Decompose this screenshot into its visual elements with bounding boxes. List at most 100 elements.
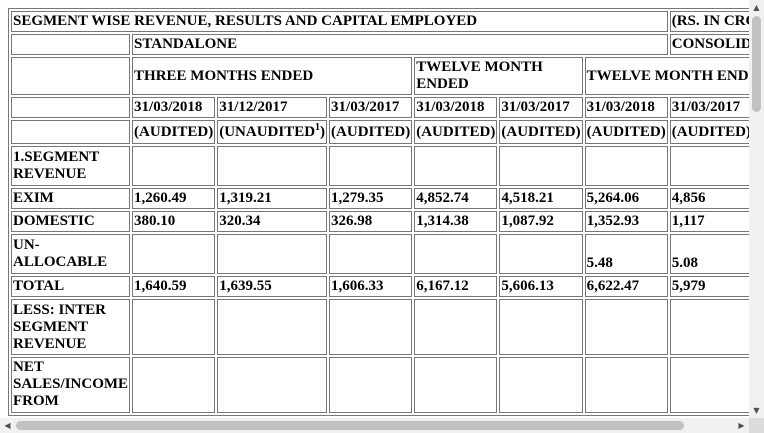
audit-status-cell: (AUDITED) — [584, 120, 668, 144]
audit-status-tail: ) — [320, 123, 326, 140]
date-header-cell: 31/03/2018 — [414, 97, 498, 118]
audit-status-text: (UNAUDITED — [219, 123, 316, 140]
value-cell: 4,856 — [669, 188, 749, 209]
value-cell — [584, 299, 668, 355]
date-header-cell: 31/03/2017 — [499, 97, 583, 118]
audit-status-cell: (UNAUDITED1) — [217, 120, 328, 144]
value-cell — [584, 357, 668, 413]
value-cell — [414, 299, 498, 355]
value-cell — [329, 357, 413, 413]
table-row: NET SALES/INCOME FROM — [11, 357, 749, 413]
status-row: (AUDITED) (UNAUDITED1) (AUDITED) (AUDITED)(… — [11, 120, 749, 144]
value-cell — [669, 299, 749, 355]
value-cell — [499, 357, 583, 413]
value-cell — [132, 234, 216, 274]
value-cell: 5,264.06 — [584, 188, 668, 209]
table-row: EXIM 1,260.49 1,319.21 1,279.35 4,852.74 4,51… — [11, 188, 749, 209]
row-label: EXIM — [11, 188, 131, 209]
empty-cell — [11, 120, 131, 144]
audit-status-cell: (AUDITED) — [329, 120, 413, 144]
value-cell — [414, 357, 498, 413]
value-cell — [414, 146, 498, 186]
empty-cell — [11, 57, 131, 95]
document-viewport: SEGMENT WISE REVENUE, RESULTS AND CAPITA… — [8, 8, 749, 416]
horizontal-scroll-thumb[interactable] — [16, 421, 684, 430]
standalone-header: STANDALONE — [132, 34, 668, 55]
date-header-cell: 31/12/2017 — [217, 97, 328, 118]
value-cell — [414, 234, 498, 274]
date-header-cell: 31/03/2017 — [669, 97, 749, 118]
vertical-scrollbar[interactable]: ▲ ▼ — [749, 0, 764, 418]
table-row: LESS: INTER SEGMENT REVENUE — [11, 299, 749, 355]
row-label: NET SALES/INCOME FROM — [11, 357, 131, 413]
value-cell: 5,979 — [669, 276, 749, 297]
value-cell — [669, 357, 749, 413]
value-cell: 5,606.13 — [499, 276, 583, 297]
value-cell — [499, 234, 583, 274]
value-cell: 1,319.21 — [217, 188, 328, 209]
table-row: 1.SEGMENT REVENUE — [11, 146, 749, 186]
value-cell — [329, 299, 413, 355]
twelve-months-consolidated-header: TWELVE MONTH ENDED — [584, 57, 749, 95]
value-cell: 1,087.92 — [499, 211, 583, 232]
value-cell: 1,639.55 — [217, 276, 328, 297]
scroll-left-arrow-icon[interactable]: ◀ — [4, 421, 11, 430]
date-header-cell: 31/03/2017 — [329, 97, 413, 118]
value-cell — [499, 299, 583, 355]
audit-status-cell: (AUDITED) — [669, 120, 749, 144]
row-label: DOMESTIC — [11, 211, 131, 232]
scroll-right-arrow-icon[interactable]: ▶ — [738, 421, 745, 430]
scroll-down-arrow-icon[interactable]: ▼ — [753, 406, 760, 415]
value-cell: 1,314.38 — [414, 211, 498, 232]
value-cell: 1,260.49 — [132, 188, 216, 209]
audit-status-cell: (AUDITED) — [414, 120, 498, 144]
value-cell — [217, 146, 328, 186]
scrollbar-corner — [749, 418, 764, 433]
dates-row: 31/03/2018 31/12/2017 31/03/2017 31/03/2018… — [11, 97, 749, 118]
value-cell: 1,640.59 — [132, 276, 216, 297]
date-header-cell: 31/03/2018 — [132, 97, 216, 118]
value-cell: 320.34 — [217, 211, 328, 232]
value-cell — [669, 146, 749, 186]
table-row: TOTAL 1,640.59 1,639.55 1,606.33 6,167.12 5,6… — [11, 276, 749, 297]
value-cell: 1,352.93 — [584, 211, 668, 232]
vertical-scroll-thumb[interactable] — [752, 16, 761, 112]
row-label: LESS: INTER SEGMENT REVENUE — [11, 299, 131, 355]
row-label: TOTAL — [11, 276, 131, 297]
row-label: UN-ALLOCABLE — [11, 234, 131, 274]
horizontal-scrollbar[interactable]: ◀ ▶ — [0, 418, 749, 433]
consolidated-header: CONSOLIDATED — [669, 34, 749, 55]
value-cell: 6,622.47 — [584, 276, 668, 297]
value-cell — [132, 146, 216, 186]
value-cell — [499, 146, 583, 186]
value-cell — [217, 299, 328, 355]
value-cell: 5.08 — [669, 234, 749, 274]
table-row: DOMESTIC 380.10 320.34 326.98 1,314.38 1,087.… — [11, 211, 749, 232]
empty-cell — [11, 34, 131, 55]
value-cell — [217, 357, 328, 413]
value-cell — [217, 234, 328, 274]
value-cell — [329, 234, 413, 274]
currency-note: (RS. IN CRORE) — [669, 11, 749, 32]
value-cell: 4,852.74 — [414, 188, 498, 209]
row-label: 1.SEGMENT REVENUE — [11, 146, 131, 186]
value-cell — [329, 146, 413, 186]
audit-status-cell: (AUDITED) — [499, 120, 583, 144]
value-cell: 1,279.35 — [329, 188, 413, 209]
value-cell — [132, 299, 216, 355]
audit-status-cell: (AUDITED) — [132, 120, 216, 144]
value-cell: 380.10 — [132, 211, 216, 232]
value-cell: 6,167.12 — [414, 276, 498, 297]
value-cell — [132, 357, 216, 413]
three-months-header: THREE MONTHS ENDED — [132, 57, 413, 95]
scroll-up-arrow-icon[interactable]: ▲ — [753, 3, 760, 12]
table-title: SEGMENT WISE REVENUE, RESULTS AND CAPITA… — [11, 11, 668, 32]
value-cell — [584, 146, 668, 186]
empty-cell — [11, 97, 131, 118]
footnote-mark: 1 — [315, 121, 321, 133]
value-cell: 1,117 — [669, 211, 749, 232]
date-header-cell: 31/03/2018 — [584, 97, 668, 118]
value-cell: 1,606.33 — [329, 276, 413, 297]
value-cell: 5.48 — [584, 234, 668, 274]
segment-results-table: SEGMENT WISE REVENUE, RESULTS AND CAPITA… — [8, 8, 749, 416]
